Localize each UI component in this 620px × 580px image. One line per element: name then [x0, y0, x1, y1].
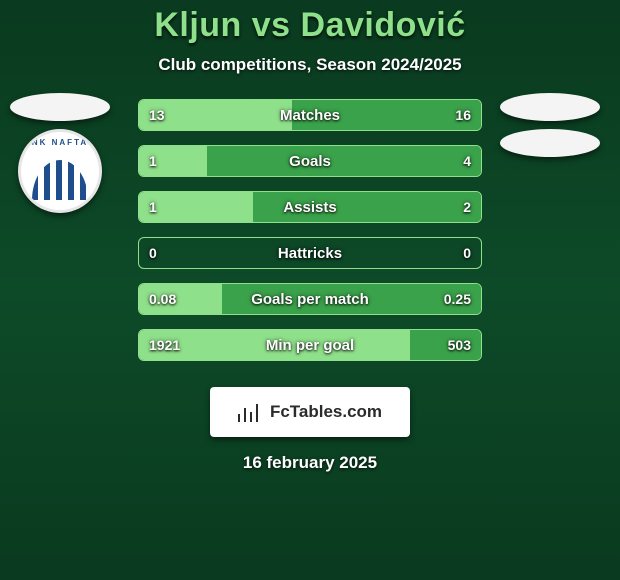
- subtitle: Club competitions, Season 2024/2025: [0, 55, 620, 75]
- brand-chart-icon: [238, 402, 264, 422]
- stat-row: Assists12: [138, 191, 482, 223]
- stat-row: Min per goal1921503: [138, 329, 482, 361]
- stat-bar-right: [222, 284, 481, 314]
- team-logo-text: NK NAFTA: [32, 138, 88, 147]
- stat-bar-left: [139, 330, 410, 360]
- stat-value-right: 0: [463, 238, 471, 268]
- stat-row: Goals per match0.080.25: [138, 283, 482, 315]
- team-logo-stripes-icon: [32, 160, 88, 200]
- team-logo-ellipse: [500, 129, 600, 157]
- infographic: Kljun vs Davidović Club competitions, Se…: [0, 0, 620, 580]
- right-team-logos: [500, 93, 600, 157]
- stat-bar-right: [253, 192, 481, 222]
- stat-label: Hattricks: [139, 238, 481, 268]
- stat-bar-right: [207, 146, 481, 176]
- stat-bar-right: [292, 100, 481, 130]
- stat-row: Goals14: [138, 145, 482, 177]
- stat-bar-right: [410, 330, 481, 360]
- page-title: Kljun vs Davidović: [0, 6, 620, 45]
- comparison-bars: Matches1316 Goals14 Assists12 Hattricks0 0 Go…: [138, 99, 482, 361]
- brand-text: FcTables.com: [270, 402, 382, 422]
- left-team-logos: NK NAFTA: [10, 93, 110, 213]
- stat-bar-left: [139, 284, 222, 314]
- stat-bar-left: [139, 192, 253, 222]
- stat-bar-left: [139, 146, 207, 176]
- stat-bar-left: [139, 100, 292, 130]
- stat-row: Matches1316: [138, 99, 482, 131]
- team-logo-ellipse: [10, 93, 110, 121]
- brand-badge: FcTables.com: [210, 387, 410, 437]
- stat-value-left: 0: [149, 238, 157, 268]
- team-logo-nafta: NK NAFTA: [18, 129, 102, 213]
- stat-row: Hattricks0 0: [138, 237, 482, 269]
- team-logo-ellipse: [500, 93, 600, 121]
- date-text: 16 february 2025: [0, 453, 620, 473]
- chart-area: NK NAFTA Matches1316 Goals14 Assists12 Hatt…: [0, 99, 620, 369]
